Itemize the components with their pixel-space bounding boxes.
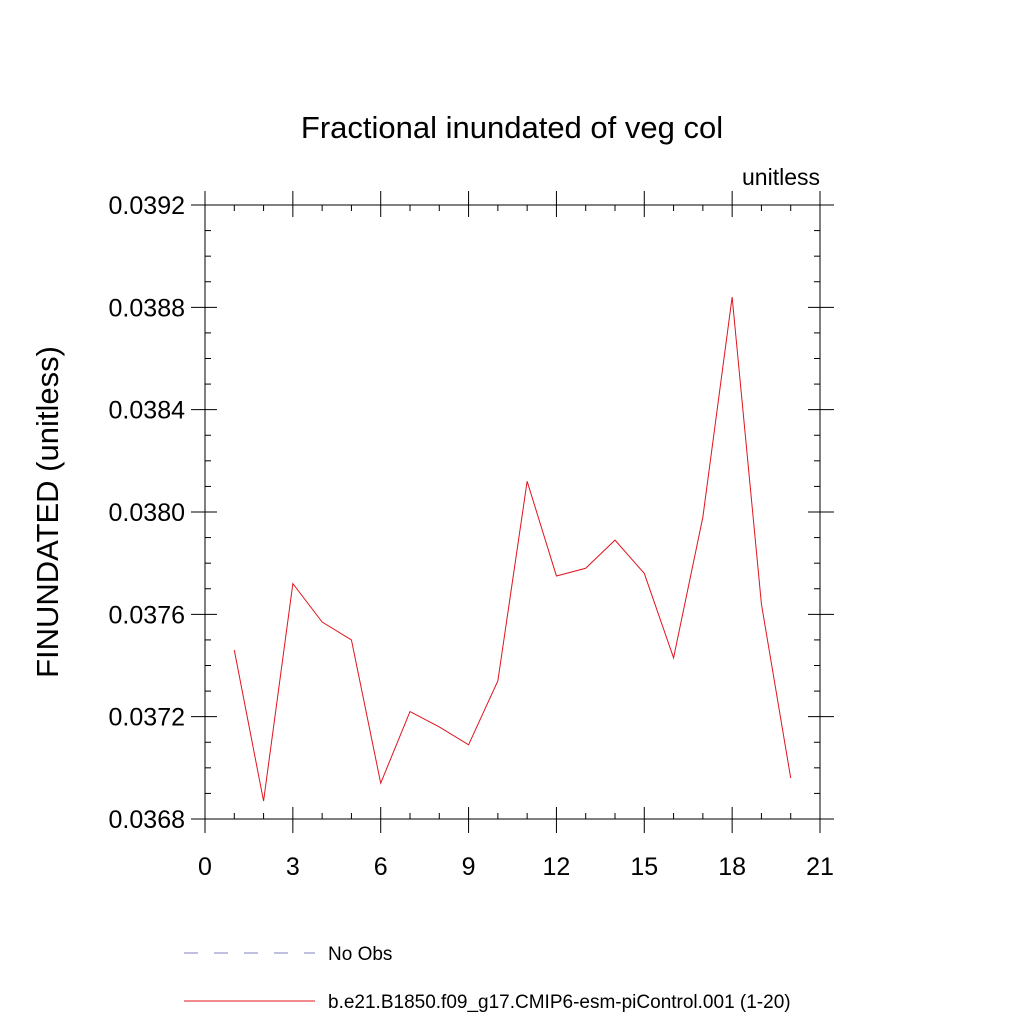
axis-tick-labels: 0 3 6 9 12 15 18 21 0.0368 0.0372 0.0376 0.0380 0.03…: [109, 192, 834, 881]
x-tick-label: 21: [806, 853, 834, 881]
units-label: unitless: [742, 164, 820, 190]
axis-ticks: [191, 191, 834, 833]
y-tick-label: 0.0376: [109, 601, 185, 629]
chart-title: Fractional inundated of veg col: [301, 110, 723, 145]
x-tick-label: 3: [286, 853, 300, 881]
x-tick-label: 0: [198, 853, 212, 881]
series-lines: [233, 297, 792, 802]
y-tick-label: 0.0368: [109, 806, 185, 834]
legend-label: No Obs: [328, 944, 392, 965]
x-tick-label: 18: [718, 853, 746, 881]
legend: No Obs b.e21.B1850.f09_g17.CMIP6-esm-piCo…: [184, 944, 791, 1013]
y-tick-label: 0.0380: [109, 499, 185, 527]
y-tick-label: 0.0388: [109, 294, 185, 322]
y-axis-label: FINUNDATED (unitless): [30, 346, 65, 678]
x-tick-label: 15: [630, 853, 658, 881]
series-line: [233, 297, 792, 802]
x-tick-label: 12: [543, 853, 571, 881]
x-tick-label: 6: [374, 853, 388, 881]
y-tick-label: 0.0392: [109, 192, 185, 220]
y-tick-label: 0.0384: [109, 397, 186, 425]
x-tick-label: 9: [462, 853, 476, 881]
y-tick-label: 0.0372: [109, 704, 185, 732]
legend-label: b.e21.B1850.f09_g17.CMIP6-esm-piControl.…: [328, 992, 791, 1013]
plot-frame: [204, 204, 821, 820]
